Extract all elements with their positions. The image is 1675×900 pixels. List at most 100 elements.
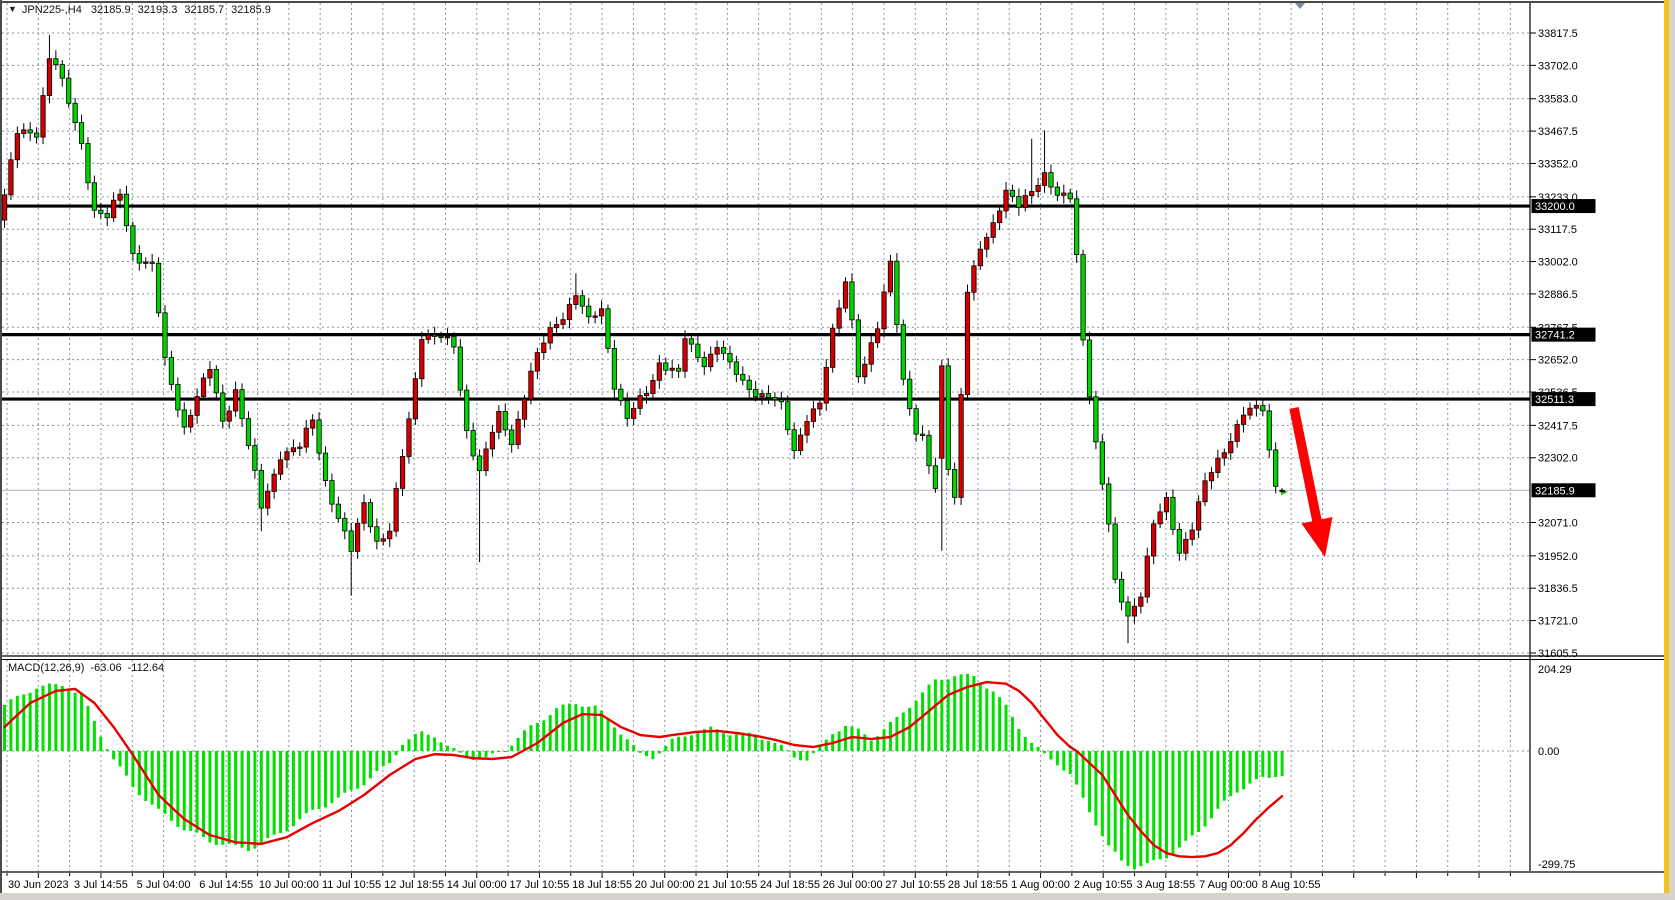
candle-body <box>245 418 252 446</box>
macd-histogram-bar <box>28 692 32 751</box>
candle-body <box>1196 501 1202 531</box>
candle-body <box>21 129 27 134</box>
macd-histogram-bar <box>901 712 905 751</box>
candle-body <box>1080 254 1086 341</box>
candle-body <box>470 430 476 457</box>
candle-body <box>175 383 181 411</box>
macd-histogram-bar <box>709 726 713 751</box>
macd-histogram-bar <box>182 751 186 831</box>
candle-body <box>964 291 971 395</box>
macd-histogram-bar <box>137 751 141 796</box>
candle-body <box>457 346 463 391</box>
time-axis-label: 11 Jul 10:55 <box>322 879 381 891</box>
candle-body <box>1106 483 1112 525</box>
macd-signal-line <box>3 680 1284 859</box>
time-axis-label: 24 Jul 18:55 <box>760 879 820 891</box>
macd-histogram-bar <box>22 694 26 751</box>
macd-histogram-bar <box>869 740 873 751</box>
macd-histogram-bar <box>876 736 880 751</box>
candle-body <box>643 393 650 397</box>
candle-body <box>894 260 900 326</box>
candle-body <box>284 451 290 461</box>
macd-histogram-bar <box>105 749 109 751</box>
candle-body <box>1125 601 1131 617</box>
candle-body <box>322 452 329 481</box>
macd-histogram-bar <box>41 685 45 751</box>
candle-body <box>40 95 46 138</box>
candle-body <box>213 369 219 394</box>
macd-signal-value: -112.64 <box>127 662 165 674</box>
macd-histogram-bar <box>632 744 636 751</box>
price-axis-label: 31952.0 <box>1538 551 1578 563</box>
macd-histogram-bar <box>1036 746 1040 751</box>
candle-body <box>8 159 14 196</box>
candle-body <box>656 362 662 381</box>
candle-body <box>740 373 746 381</box>
macd-histogram-bar <box>1055 751 1059 766</box>
candle-body <box>887 260 894 293</box>
macd-histogram-bar <box>240 751 244 848</box>
candle-body <box>406 418 412 457</box>
candle-body <box>868 342 874 365</box>
candle-body <box>817 402 823 410</box>
candle-body <box>136 253 142 264</box>
macd-histogram-bar <box>131 751 135 788</box>
trend-arrow-shaft[interactable] <box>1289 407 1322 522</box>
macd-histogram-bar <box>946 679 950 751</box>
macd-histogram-bar <box>157 751 161 809</box>
trend-arrow-head[interactable] <box>1301 517 1333 557</box>
macd-axis-label: 204.29 <box>1538 664 1572 676</box>
macd-histogram-bar <box>246 751 250 852</box>
candle-body <box>85 143 91 184</box>
candle-body <box>1234 424 1240 442</box>
candle-body <box>399 456 406 489</box>
macd-histogram-bar <box>1158 751 1162 860</box>
macd-histogram-bar <box>529 725 533 751</box>
macd-histogram-bar <box>221 751 225 845</box>
candle-body <box>162 312 168 358</box>
candle-body <box>496 411 502 433</box>
macd-histogram-bar <box>863 734 867 751</box>
macd-histogram-bar <box>1248 751 1252 784</box>
macd-histogram-bar <box>195 751 199 833</box>
candle-body <box>1131 605 1138 617</box>
time-axis-label: 8 Aug 10:55 <box>1262 879 1321 891</box>
candle-body <box>117 193 123 201</box>
time-axis-label: 6 Jul 14:55 <box>199 879 253 891</box>
macd-histogram-bar <box>1152 751 1156 861</box>
candle-body <box>200 377 207 397</box>
macd-histogram-bar <box>1030 742 1034 751</box>
macd-histogram-bar <box>92 720 96 751</box>
macd-histogram-bar <box>959 674 963 751</box>
candle-body <box>483 448 489 472</box>
candle-body <box>695 343 701 358</box>
macd-histogram-bar <box>978 683 982 751</box>
macd-histogram-bar <box>664 745 668 751</box>
candle-body <box>611 347 618 390</box>
macd-histogram-bar <box>169 751 173 821</box>
price-label-box-32741.2 <box>1531 327 1596 342</box>
candle-body <box>618 388 624 402</box>
candle-body <box>258 470 264 509</box>
macd-histogram-bar <box>555 708 559 751</box>
symbol-dropdown-icon[interactable]: ▼ <box>8 4 17 14</box>
macd-histogram-bar <box>1171 751 1175 855</box>
macd-histogram-bar <box>426 734 430 751</box>
candle-body <box>1157 511 1163 525</box>
chart-shift-marker-icon[interactable] <box>1295 3 1305 9</box>
candle-body <box>804 421 810 436</box>
macd-histogram-bar <box>420 731 424 751</box>
trend-arrow-object[interactable] <box>1289 407 1333 557</box>
candle-body <box>380 538 386 542</box>
candle-body <box>393 488 399 532</box>
time-axis[interactable]: 30 Jun 2023 3 Jul 14:55 5 Jul 04:00 6 Jul 1… <box>6 873 1511 891</box>
macd-histogram-bar <box>574 704 578 751</box>
macd-histogram-bar <box>356 751 360 789</box>
time-axis-label: 18 Jul 18:55 <box>572 879 632 891</box>
macd-histogram-bar <box>465 751 469 759</box>
candle-body <box>387 530 393 540</box>
macd-histogram-bar <box>741 732 745 751</box>
candle-body <box>361 502 367 524</box>
